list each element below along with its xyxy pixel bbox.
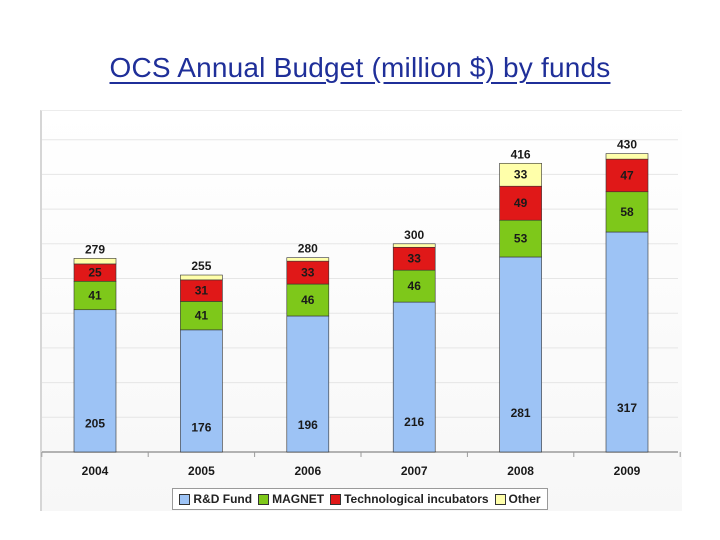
legend-item-magnet: MAGNET (258, 492, 324, 506)
bar-segment-r-d-fund-2004 (73, 309, 117, 453)
bar-segment-magnet-2006 (286, 283, 330, 317)
segment-label-technological-incubators-2007: 33 (408, 252, 422, 266)
segment-label-technological-incubators-2009: 47 (620, 168, 634, 182)
bar-segment-r-d-fund-2008 (499, 256, 542, 453)
segment-label-magnet-2008: 53 (514, 232, 528, 246)
chart-legend: R&D Fund MAGNET Technological incubators… (172, 488, 548, 510)
total-label-2007: 300 (404, 228, 424, 242)
total-label-2005: 255 (191, 259, 211, 273)
segment-label-technological-incubators-2004: 25 (88, 266, 102, 280)
bar-segment-other-2009 (605, 153, 649, 160)
segment-label-r-d-fund-2004: 205 (85, 417, 105, 431)
legend-item-rd-fund: R&D Fund (179, 492, 252, 506)
x-tick-label-2005: 2005 (188, 464, 215, 478)
bar-segment-r-d-fund-2009 (605, 231, 649, 453)
x-tick-label-2009: 2009 (614, 464, 641, 478)
bar-segment-technological-incubators-2008 (499, 185, 542, 221)
bar-segment-magnet-2007 (392, 269, 436, 303)
total-label-2006: 280 (298, 242, 318, 256)
bar-segment-r-d-fund-2006 (286, 315, 330, 453)
segment-label-r-d-fund-2005: 176 (191, 421, 211, 435)
bar-segment-magnet-2004 (73, 280, 117, 311)
segment-label-other-2008: 33 (514, 168, 528, 182)
x-tick-label-2004: 2004 (82, 464, 109, 478)
bar-segment-magnet-2005 (180, 301, 223, 331)
x-tick-label-2007: 2007 (401, 464, 428, 478)
segment-label-r-d-fund-2009: 317 (617, 401, 637, 415)
bar-segment-other-2007 (392, 243, 436, 248)
segment-label-technological-incubators-2005: 31 (195, 284, 209, 298)
segment-label-magnet-2006: 46 (301, 293, 315, 307)
x-tick-label-2006: 2006 (294, 464, 321, 478)
plot-area (40, 110, 682, 511)
legend-label-incubators: Technological incubators (344, 492, 489, 506)
segment-label-magnet-2005: 41 (195, 309, 209, 323)
legend-swatch-rd-fund (179, 493, 191, 505)
segment-label-r-d-fund-2008: 281 (511, 406, 531, 420)
bar-segment-r-d-fund-2005 (180, 329, 223, 453)
legend-label-magnet: MAGNET (272, 492, 325, 506)
bar-segment-r-d-fund-2007 (392, 301, 436, 453)
segment-label-technological-incubators-2006: 33 (301, 266, 315, 280)
legend-swatch-magnet (258, 493, 270, 505)
bar-segment-technological-incubators-2009 (605, 158, 649, 193)
total-label-2004: 279 (85, 242, 105, 256)
legend-label-rd-fund: R&D Fund (193, 492, 253, 506)
legend-label-other: Other (508, 492, 541, 506)
legend-swatch-incubators (330, 493, 342, 505)
segment-label-r-d-fund-2007: 216 (404, 415, 424, 429)
legend-swatch-other (494, 493, 506, 505)
bar-segment-other-2006 (286, 257, 330, 262)
legend-item-other: Other (494, 492, 541, 506)
segment-label-magnet-2009: 58 (620, 205, 634, 219)
total-label-2009: 430 (617, 138, 637, 152)
bar-segment-magnet-2009 (605, 191, 649, 233)
legend-item-incubators: Technological incubators (330, 492, 489, 506)
segment-label-magnet-2007: 46 (408, 279, 422, 293)
segment-label-magnet-2004: 41 (88, 289, 102, 303)
bar-segment-other-2005 (180, 274, 223, 281)
bar-segment-other-2004 (73, 258, 117, 265)
chart-title: OCS Annual Budget (million $) by funds (109, 52, 611, 83)
bar-segment-magnet-2008 (499, 219, 542, 258)
segment-label-technological-incubators-2008: 49 (514, 196, 528, 210)
x-tick-label-2008: 2008 (507, 464, 534, 478)
segment-label-r-d-fund-2006: 196 (298, 418, 318, 432)
total-label-2008: 416 (511, 147, 531, 161)
bar-segment-other-2008 (499, 162, 542, 187)
